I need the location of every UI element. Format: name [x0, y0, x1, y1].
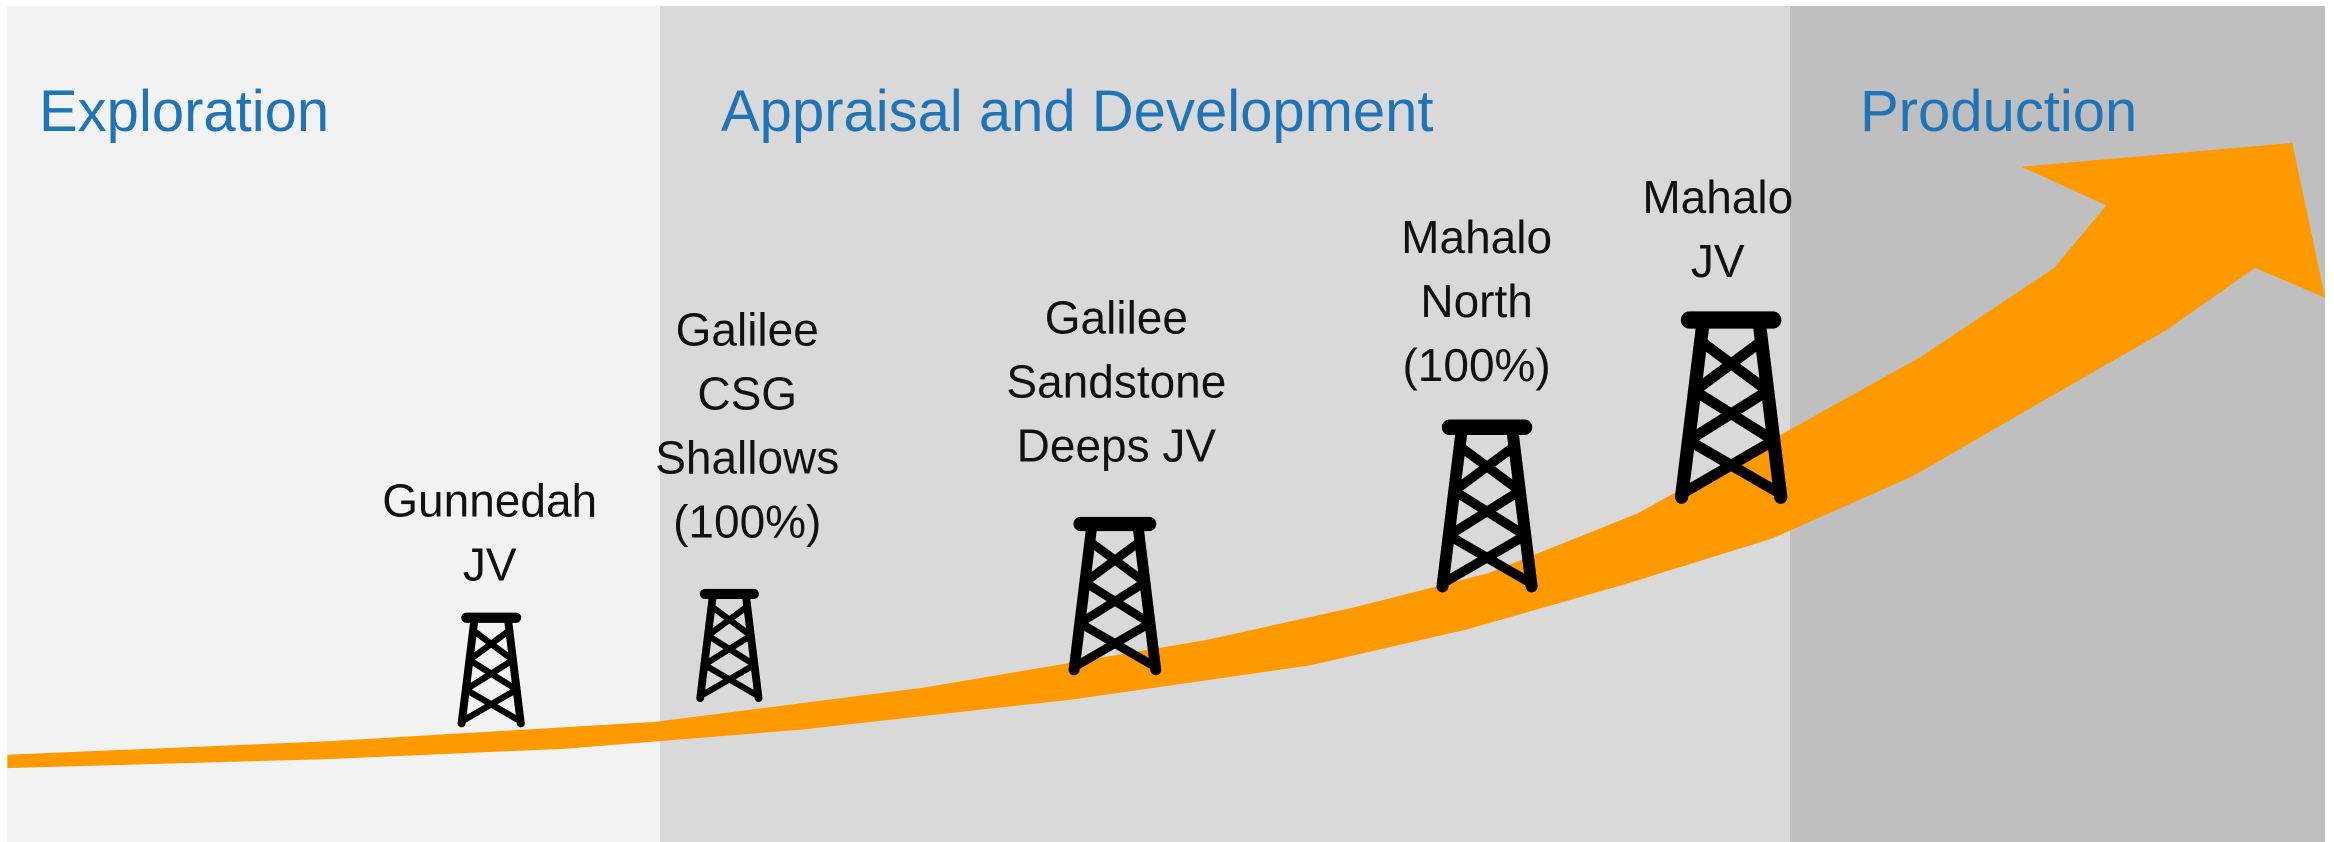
derrick-leg: [457, 618, 479, 728]
project-label: North: [1420, 275, 1532, 327]
derrick: [1674, 311, 1788, 504]
derrick-leg: [1506, 427, 1538, 593]
growth-arrow: [7, 142, 2326, 769]
derrick-brace: [1683, 385, 1773, 446]
project-label: CSG: [697, 367, 797, 419]
derrick-brace: [704, 603, 751, 639]
derrick-brace: [1070, 618, 1155, 672]
derrick-leg: [1674, 320, 1710, 504]
derrick-brace: [701, 632, 754, 668]
derrick-brace: [1443, 486, 1525, 541]
derrick-brace: [458, 686, 520, 725]
project-label: Sandstone: [1006, 355, 1226, 407]
derrick: [1068, 516, 1162, 676]
project-label: Mahalo: [1401, 211, 1552, 263]
derrick: [457, 612, 525, 728]
derrick-brace: [462, 656, 517, 693]
project-label: Galilee: [676, 303, 819, 355]
project-label: JV: [463, 539, 517, 591]
exploration-panel: [7, 6, 660, 842]
derrick-leg: [1133, 524, 1162, 676]
project-label: Deeps JV: [1017, 419, 1217, 471]
derrick-brace: [466, 627, 513, 664]
label-layer: Gunnedah JV Galilee CSG Shallows (100%) Galile…: [382, 171, 1793, 591]
project-label: JV: [1691, 235, 1745, 287]
derrick-layer: [457, 311, 1788, 728]
derrick-brace: [1676, 435, 1780, 499]
stage-title: Appraisal and Development: [721, 79, 1434, 144]
project-label: Gunnedah: [382, 475, 597, 527]
derrick-leg: [504, 618, 525, 728]
project-label: (100%): [1402, 339, 1550, 391]
derrick-leg: [742, 594, 763, 703]
derrick-brace: [1438, 530, 1531, 589]
stage-title: Production: [1860, 79, 2137, 144]
derrick-leg: [1436, 427, 1468, 593]
project-label: (100%): [673, 495, 821, 547]
derrick-brace: [1689, 335, 1767, 397]
derrick-brace: [1449, 441, 1520, 496]
project-label: Shallows: [655, 431, 839, 483]
derrick-brace: [1075, 577, 1150, 628]
derrick: [1436, 419, 1538, 593]
derrick: [696, 588, 763, 703]
derrick-brace: [697, 661, 758, 700]
derrick-leg: [696, 594, 717, 703]
stage-title: Exploration: [39, 79, 329, 144]
project-label: Mahalo: [1642, 171, 1793, 223]
growth-arrow-layer: [7, 142, 2326, 769]
derrick-brace: [1080, 537, 1145, 587]
derrick-leg: [1753, 320, 1788, 504]
derrick-leg: [1068, 524, 1097, 676]
project-label: Galilee: [1045, 291, 1188, 343]
